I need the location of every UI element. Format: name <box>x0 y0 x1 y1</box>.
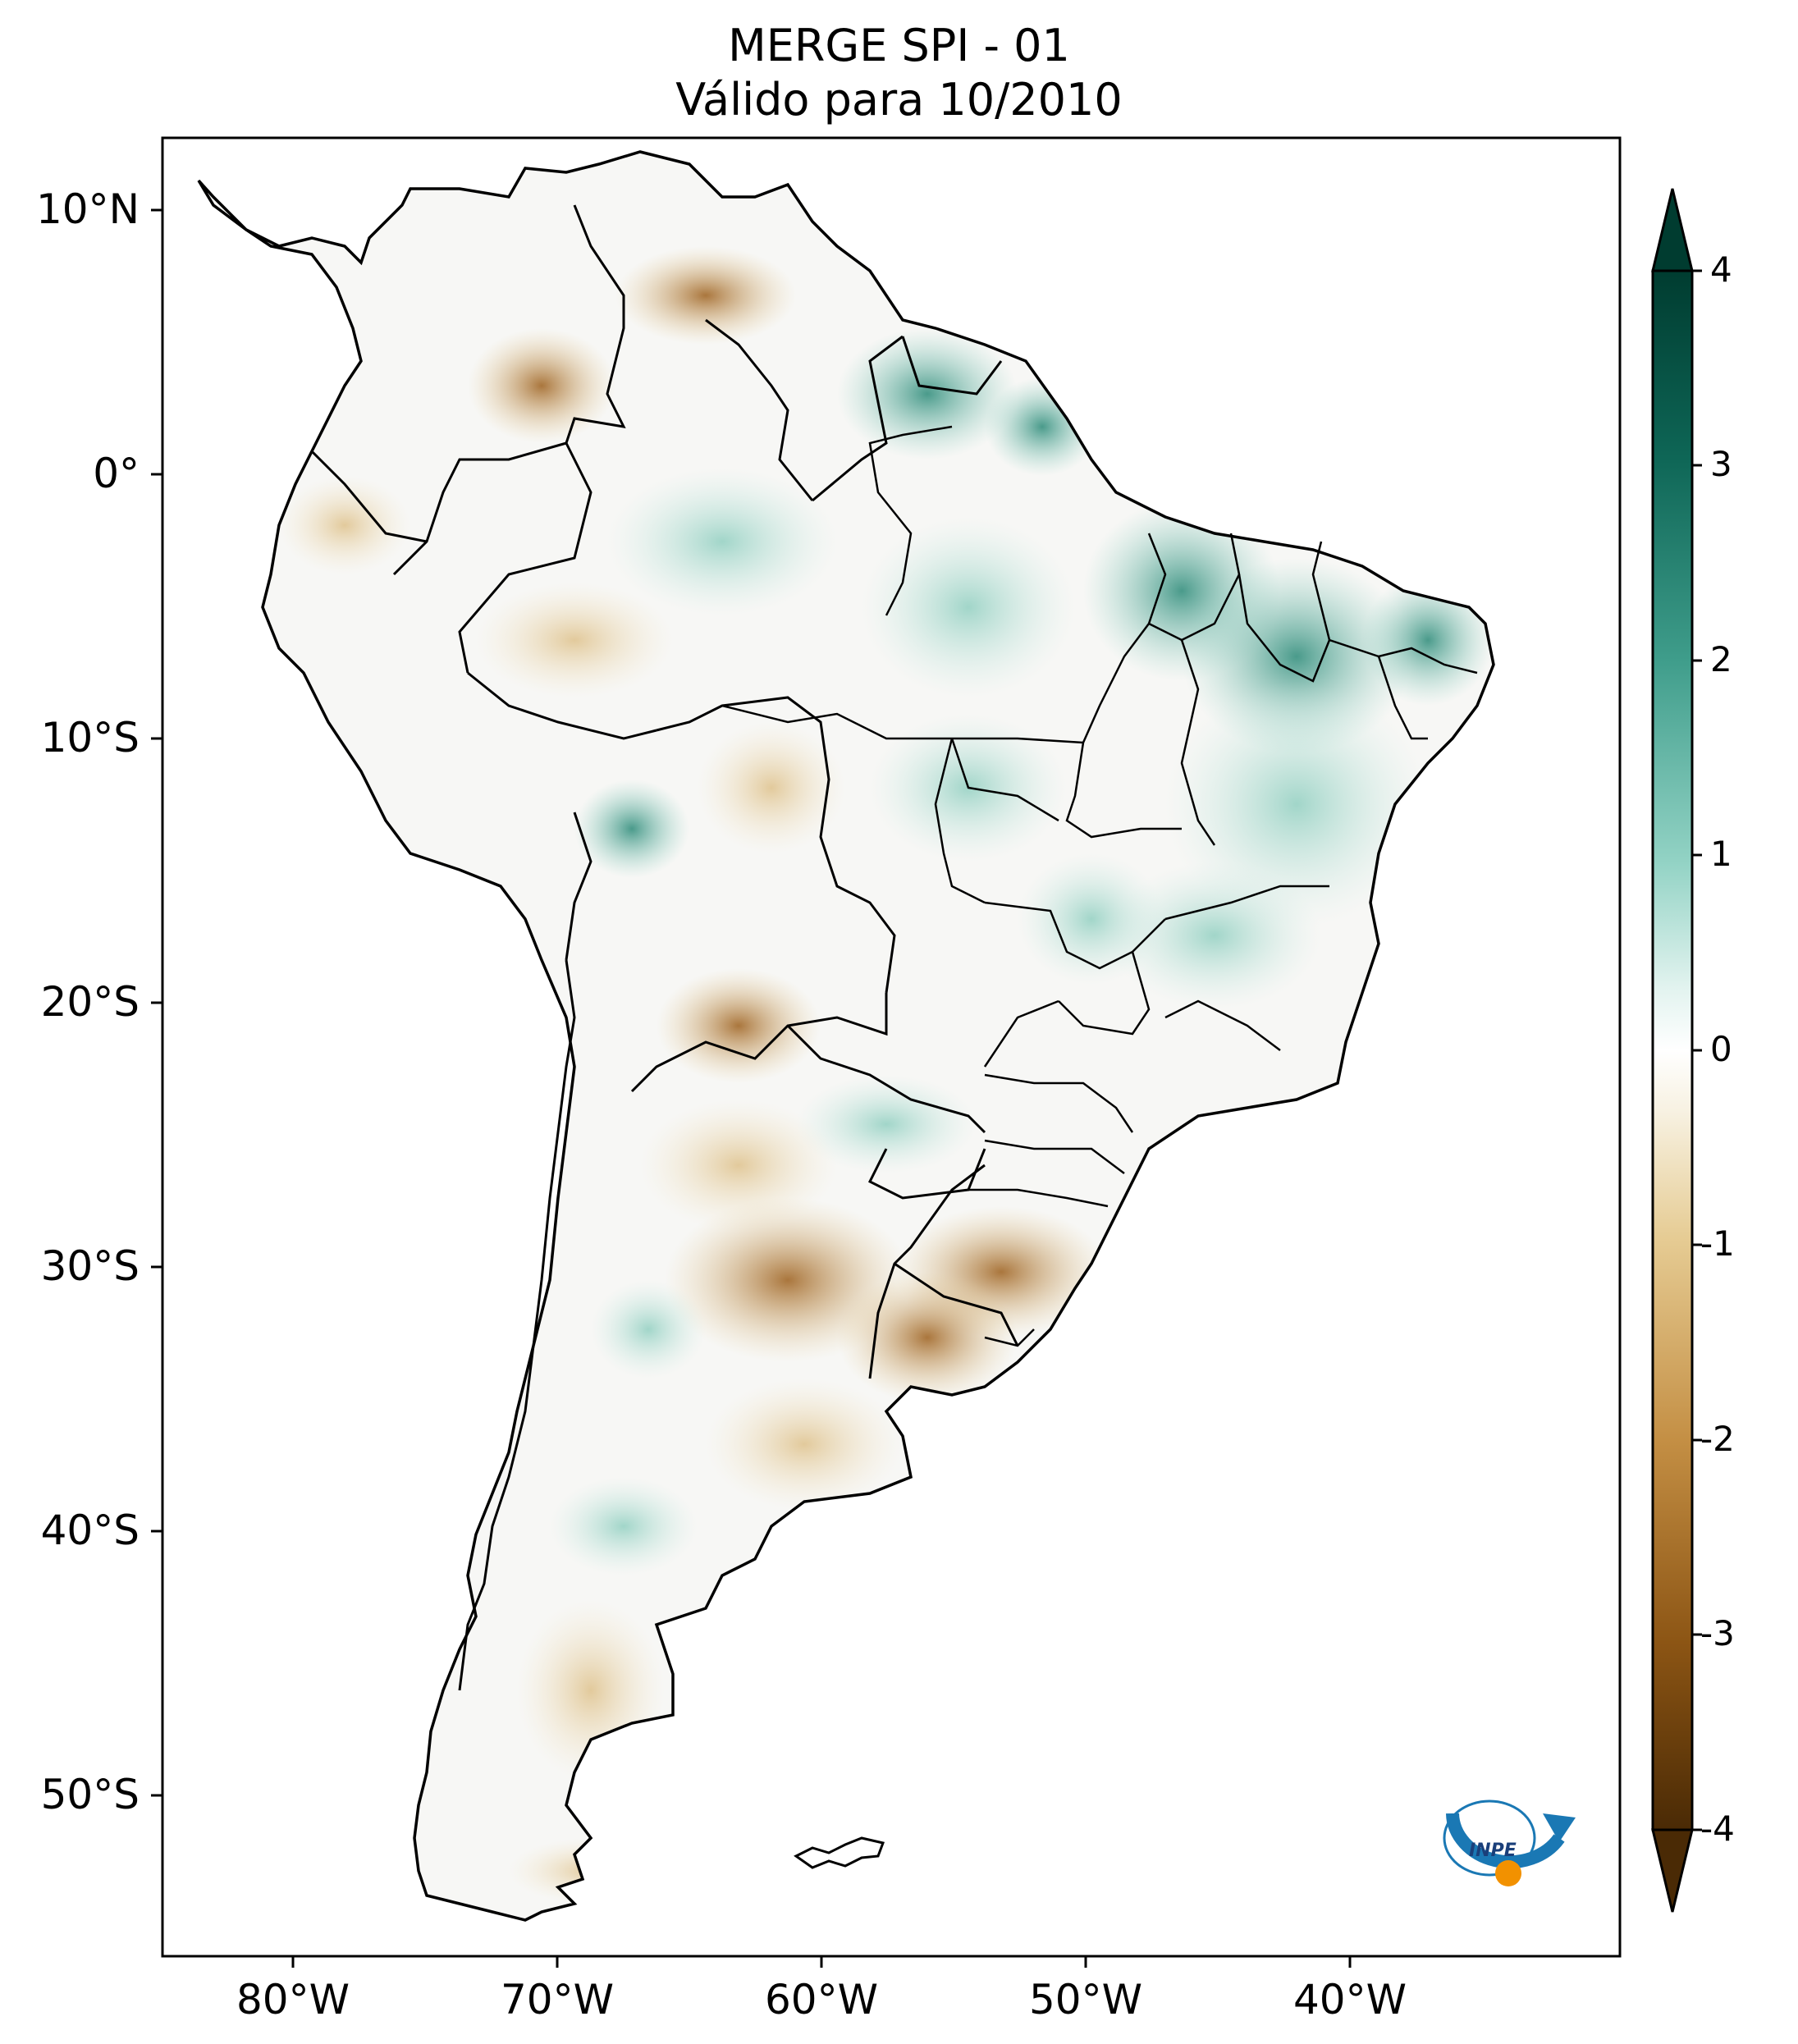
inpe-logo-arc <box>1446 1813 1565 1869</box>
colorbar-tick-label: -4 <box>1700 1809 1735 1849</box>
colorbar-tick-label: -1 <box>1700 1223 1735 1264</box>
colorbar-tick-label: -2 <box>1700 1419 1735 1459</box>
wet-region-patagonia-north <box>550 1477 698 1575</box>
chart-title: MERGE SPI - 01 <box>728 20 1070 71</box>
lat-tick-label: 30°S <box>40 1242 140 1290</box>
dry-region-ecuador <box>279 476 410 574</box>
lat-tick-label: 50°S <box>40 1771 140 1818</box>
inpe-logo-dot <box>1495 1860 1521 1886</box>
lon-tick-label: 60°W <box>764 1976 879 2023</box>
lat-tick-label: 0° <box>93 450 140 497</box>
wet-region-goias <box>1018 853 1165 985</box>
colorbar-tick-label: -3 <box>1700 1613 1735 1653</box>
inpe-logo: INPE <box>1443 1799 1576 1886</box>
country-borders <box>310 204 1019 1691</box>
dry-region-colombia <box>468 328 615 443</box>
lat-tick-label: 10°N <box>35 185 140 233</box>
inpe-logo-arrow <box>1543 1813 1576 1842</box>
lat-tick-label: 10°S <box>40 714 140 761</box>
colorbar-tick-label: 0 <box>1710 1029 1732 1069</box>
colorbar-extend-bottom <box>1651 1828 1694 1913</box>
state-borders <box>721 425 1478 1347</box>
colorbar-tick-label: 1 <box>1710 834 1732 874</box>
inpe-logo-ring <box>1443 1799 1536 1877</box>
colorbar-body <box>1651 269 1694 1831</box>
dry-region-chaco <box>657 968 821 1083</box>
axis-ticks <box>151 208 1352 1968</box>
falkland-islands <box>794 1836 885 1869</box>
colorbar-tick-label: 4 <box>1710 249 1732 290</box>
lat-tick-label: 20°S <box>40 978 140 1026</box>
wet-region-amazonas <box>607 468 837 615</box>
dry-region-venezuela <box>615 246 796 345</box>
lon-tick-label: 50°W <box>1028 1976 1143 2023</box>
wet-region-para <box>862 517 1075 697</box>
chart-subtitle: Válido para 10/2010 <box>675 74 1123 126</box>
colorbar-extend-top <box>1651 188 1694 272</box>
lon-tick-label: 70°W <box>500 1976 615 2023</box>
wet-region-cuyo <box>591 1280 706 1379</box>
wet-region-northeast-coast <box>1362 574 1494 706</box>
colorbar-tick-label: 3 <box>1710 444 1732 484</box>
colorbar-tick-label: 2 <box>1710 639 1732 679</box>
dry-region-acre <box>476 583 673 697</box>
wet-region-paraguay <box>796 1075 977 1173</box>
lat-tick-label: 40°S <box>40 1507 140 1554</box>
dry-region-pampas <box>706 1379 903 1510</box>
wet-region-bolivia <box>574 780 689 878</box>
inpe-logo-text: INPE <box>1469 1841 1517 1861</box>
dry-region-rondonia <box>698 722 845 853</box>
colorbar <box>1651 188 1702 1913</box>
spi-field <box>199 152 1494 1920</box>
lon-tick-label: 40°W <box>1292 1976 1407 2023</box>
lon-tick-label: 80°W <box>236 1976 350 2023</box>
